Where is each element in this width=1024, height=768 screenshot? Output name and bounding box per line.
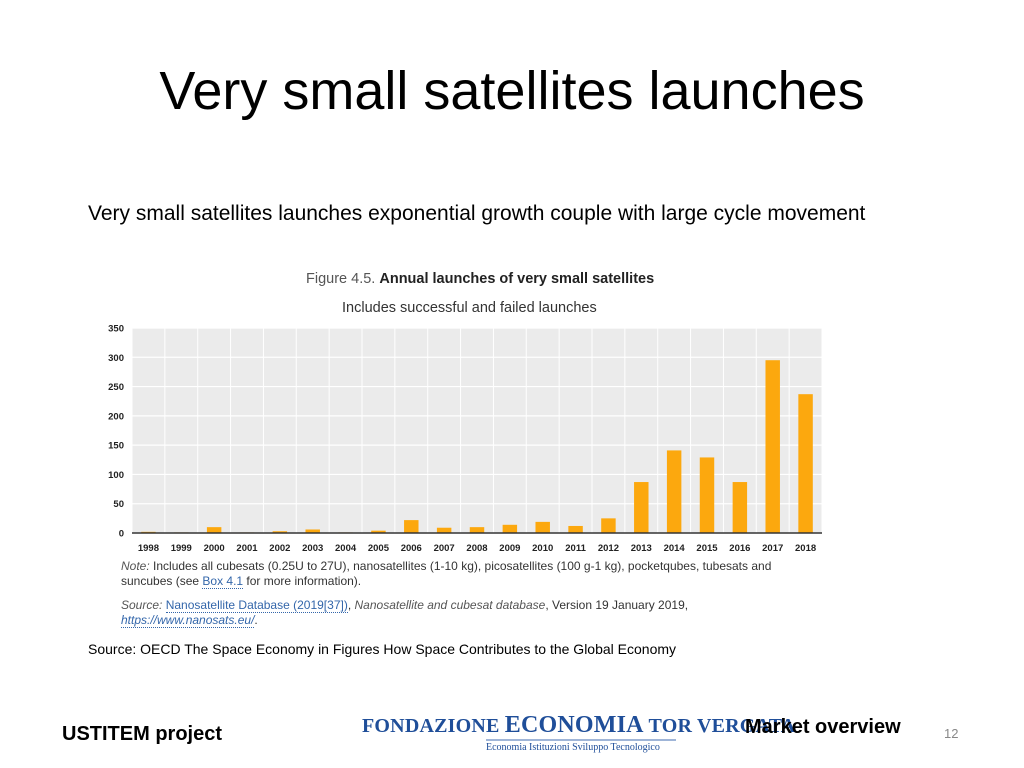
- x-tick-label: 2006: [401, 543, 422, 554]
- bar-2002: [272, 531, 288, 533]
- slide-title: Very small satellites launches: [159, 61, 865, 121]
- note-text-2: for more information).: [243, 574, 362, 588]
- x-tick-label: 2008: [466, 543, 487, 554]
- logo-line1: FONDAZIONE ECONOMIA TOR VERGATA: [362, 712, 796, 738]
- figure-label: Figure 4.5.: [306, 271, 376, 287]
- note-text-1: Includes all cubesats (0.25U to 27U), na…: [121, 559, 772, 588]
- bar-2014: [666, 450, 682, 533]
- y-tick-label: 200: [108, 411, 124, 422]
- bar-2000: [206, 527, 222, 533]
- source-end: .: [254, 613, 258, 627]
- bar-2005: [371, 530, 386, 533]
- source-text: , Version 19 January 2019,: [545, 598, 689, 612]
- figure-subtitle: Includes successful and failed launches: [342, 300, 597, 316]
- bar-2018: [798, 394, 813, 533]
- bar-chart: 0 50 100 150 200 250 300 350 1998 1999 2000 2001 200…: [108, 324, 823, 554]
- figure-caption: Figure 4.5. Annual launches of very smal…: [306, 271, 654, 287]
- x-tick-label: 2003: [302, 543, 323, 554]
- x-tick-label: 2017: [762, 543, 783, 554]
- bar-2012: [601, 518, 616, 533]
- x-tick-label: 2004: [335, 543, 357, 554]
- logo-line2: Economia Istituzioni Sviluppo Tecnologic…: [486, 739, 676, 753]
- note-label: Note:: [121, 559, 150, 573]
- y-tick-label: 250: [108, 382, 124, 393]
- x-tick-label: 2005: [368, 543, 390, 554]
- x-tick-label: 2016: [729, 543, 750, 554]
- bar-2010: [535, 521, 550, 533]
- footer-section: Market overview: [745, 716, 901, 738]
- source-link[interactable]: Nanosatellite Database (2019[37]): [165, 598, 348, 613]
- plot-background: [132, 328, 822, 533]
- fondazione-logo: FONDAZIONE ECONOMIA TOR VERGATA Economia…: [362, 712, 796, 758]
- x-tick-label: 2010: [532, 543, 553, 554]
- x-tick-label: 2009: [499, 543, 520, 554]
- x-tick-label: 2012: [598, 543, 619, 554]
- footer-project: USTITEM project: [62, 723, 223, 745]
- page-number: 12: [944, 726, 959, 741]
- y-tick-label: 100: [108, 470, 124, 481]
- slide-source: Source: OECD The Space Economy in Figure…: [88, 641, 677, 657]
- bar-2017: [765, 360, 780, 533]
- figure-title: Annual launches of very small satellites: [379, 271, 655, 287]
- source-url[interactable]: https://www.nanosats.eu/: [121, 613, 255, 628]
- x-tick-label: 2000: [204, 543, 225, 554]
- note-link[interactable]: Box 4.1: [202, 574, 244, 589]
- x-tick-label: 2014: [664, 543, 686, 554]
- x-tick-label: 1999: [171, 543, 192, 554]
- bar-2008: [469, 527, 485, 533]
- y-tick-label: 150: [108, 441, 124, 452]
- source-italic: Nanosatellite and cubesat database: [354, 598, 546, 612]
- source-label: Source:: [121, 598, 163, 612]
- x-tick-label: 2001: [236, 543, 258, 554]
- x-tick-label: 2018: [795, 543, 816, 554]
- x-tick-label: 2013: [631, 543, 652, 554]
- y-tick-label: 0: [119, 529, 124, 540]
- bar-2009: [502, 524, 518, 533]
- bar-2011: [568, 525, 583, 533]
- x-tick-label: 2002: [269, 543, 290, 554]
- y-tick-label: 50: [113, 499, 124, 510]
- bar-2003: [305, 529, 320, 533]
- bar-2006: [404, 520, 419, 533]
- figure-source: Source: Nanosatellite Database (2019[37]…: [121, 598, 689, 628]
- bar-2016: [732, 482, 748, 533]
- figure-note: Note: Includes all cubesats (0.25U to 27…: [121, 559, 801, 589]
- bar-2015: [699, 457, 715, 533]
- slide-subtitle: Very small satellites launches exponenti…: [88, 202, 866, 225]
- y-tick-label: 300: [108, 353, 124, 364]
- x-tick-label: 2011: [565, 543, 586, 554]
- x-tick-label: 1998: [138, 543, 159, 554]
- y-tick-label: 350: [108, 324, 124, 335]
- x-tick-label: 2015: [696, 543, 718, 554]
- x-tick-label: 2007: [434, 543, 455, 554]
- bar-2013: [634, 482, 649, 533]
- bar-2007: [436, 527, 452, 533]
